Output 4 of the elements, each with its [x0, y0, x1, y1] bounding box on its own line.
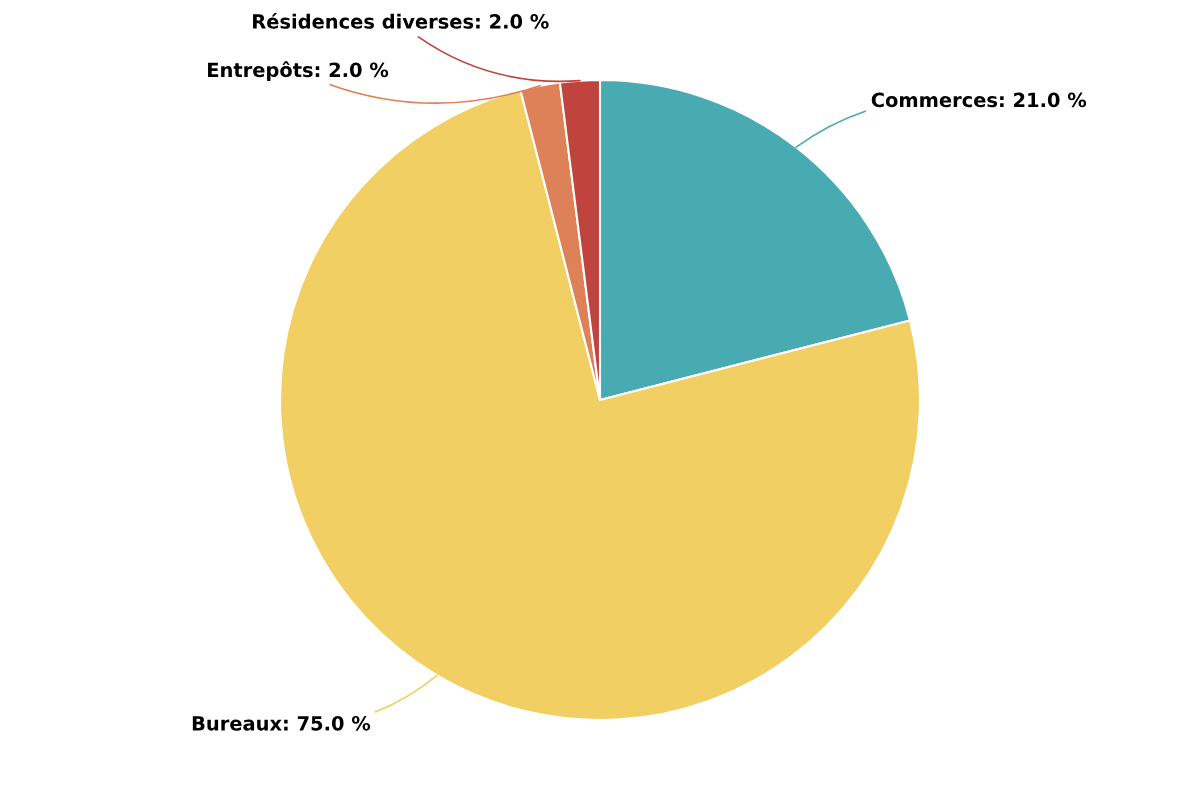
slice-label: Commerces: 21.0 %: [871, 92, 1087, 108]
slice-label: Entrepôts: 2.0 %: [208, 61, 389, 81]
slice-label: Résidences diverses: 2.0 %: [253, 12, 549, 29]
slice-label: Bureaux: 75.0 %: [192, 715, 371, 731]
